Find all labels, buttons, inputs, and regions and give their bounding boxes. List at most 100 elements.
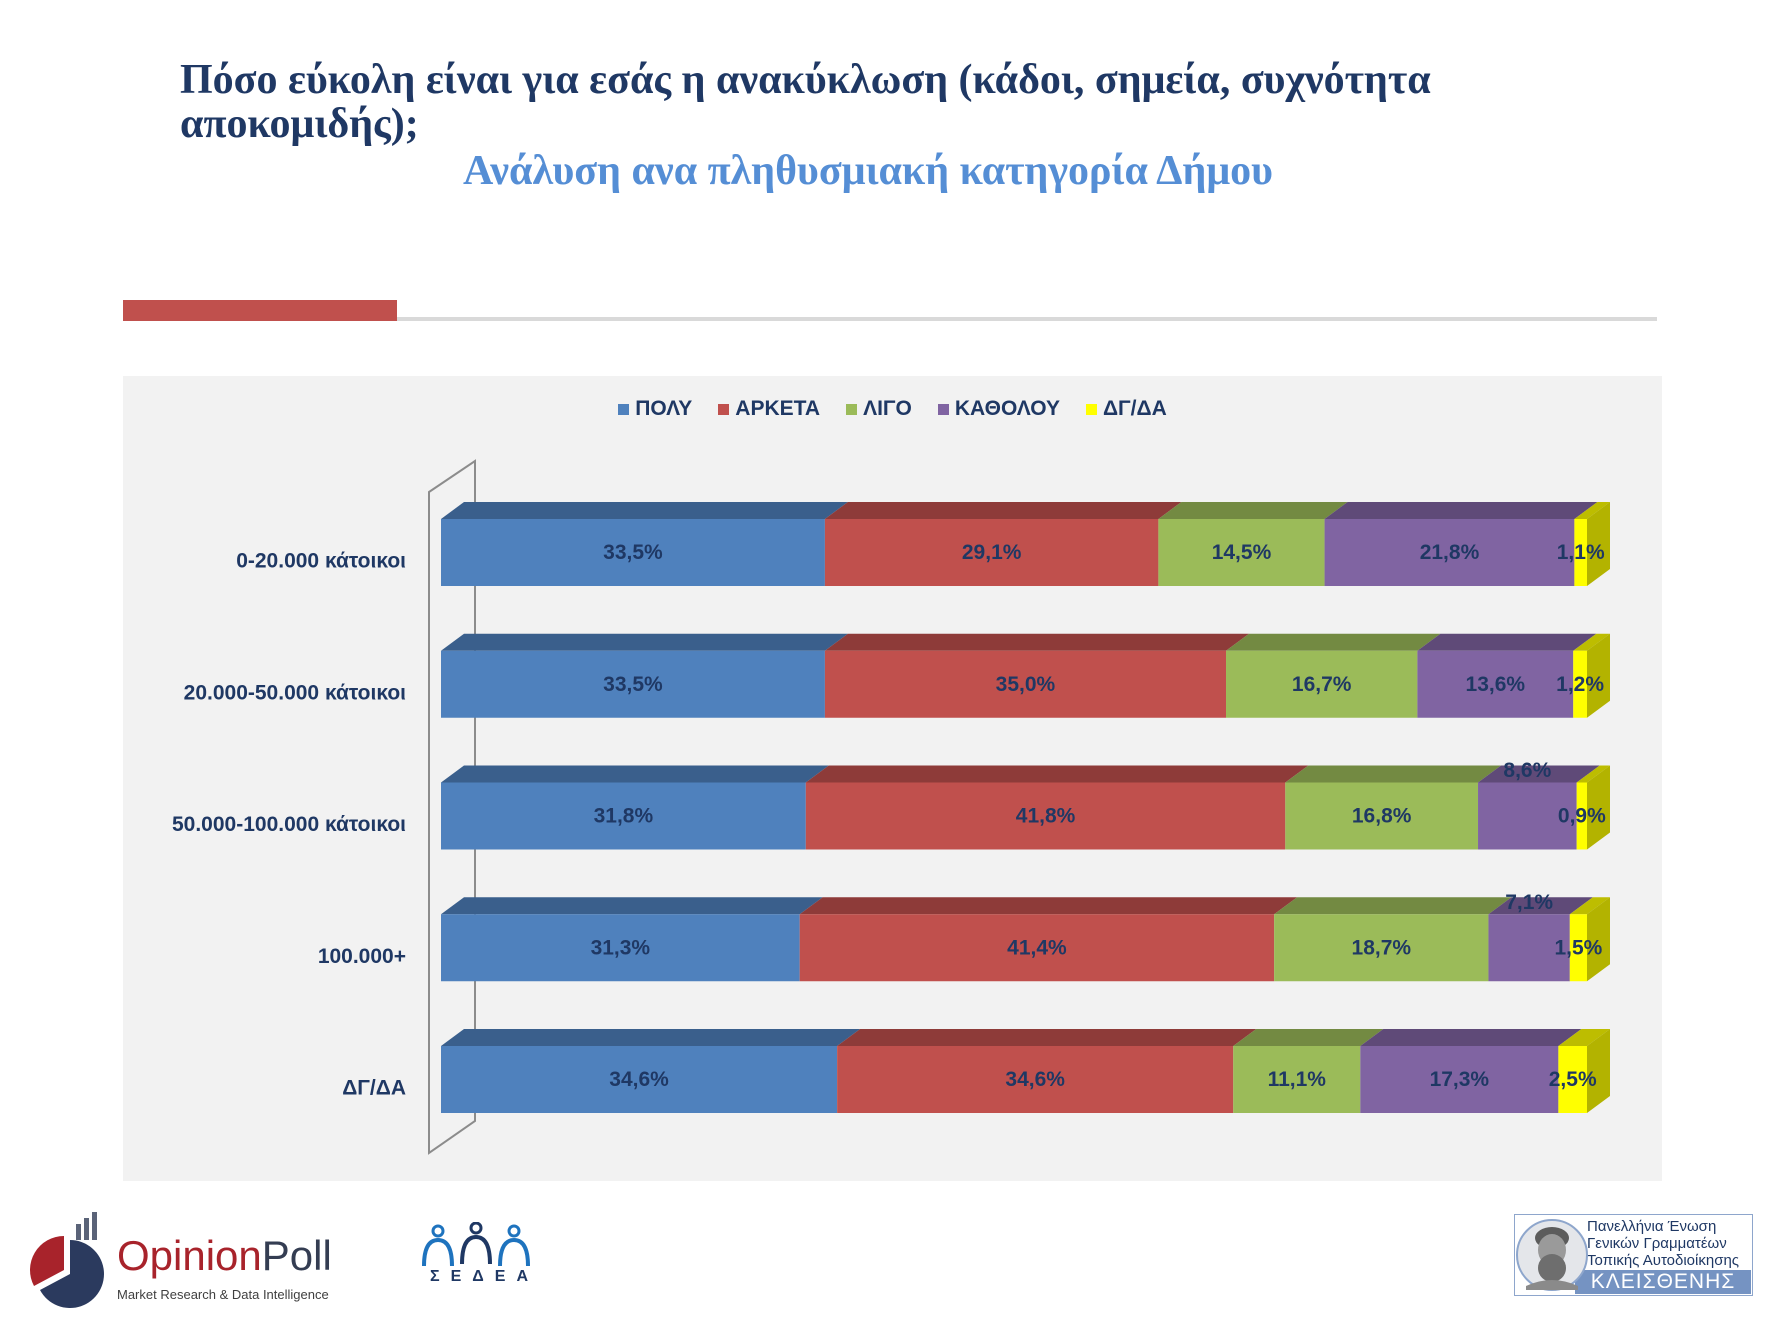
- bar-row: [441, 765, 1610, 850]
- data-label: 33,5%: [603, 541, 663, 564]
- category-label: 20.000-50.000 κάτοικοι: [184, 681, 407, 704]
- bar-segment: [1569, 914, 1587, 982]
- bar-segment: [1158, 519, 1325, 586]
- opinionpoll-wordmark: OpinionPoll: [117, 1232, 332, 1280]
- data-label: 17,3%: [1430, 1068, 1490, 1091]
- data-label: 16,8%: [1352, 805, 1412, 828]
- legend-swatch: [937, 403, 949, 415]
- bar-side: [1587, 502, 1610, 586]
- legend-label: ΔΓ/ΔΑ: [1102, 397, 1167, 420]
- data-label: 7,1%: [1505, 891, 1553, 914]
- data-label: 33,5%: [603, 673, 663, 696]
- data-label: 18,7%: [1352, 936, 1412, 959]
- chart-legend: ΠΟΛΥ ΑΡΚΕΤΑ ΛΙΓΟ ΚΑΘΟΛΟΥ ΔΓ/ΔΑ: [123, 397, 1662, 421]
- bar-segment-top: [441, 765, 829, 783]
- chart-panel: 0-20.000 κάτοικοι 20.000-50.000 κάτοικοι 5…: [123, 376, 1662, 1181]
- bar-segment: [441, 650, 825, 718]
- legend-item-katholou: ΚΑΘΟΛΟΥ: [937, 397, 1060, 421]
- category-label: 0-20.000 κάτοικοι: [236, 550, 406, 573]
- bar-segment: [1274, 914, 1489, 982]
- bar-segment: [1233, 1046, 1361, 1113]
- bar-segment: [1488, 914, 1570, 982]
- bar-segment-top: [441, 633, 848, 651]
- bar-segment-top: [1226, 633, 1441, 651]
- bar-segment-top: [1360, 1029, 1582, 1046]
- legend-item-poly: ΠΟΛΥ: [618, 397, 692, 421]
- data-label: 21,8%: [1420, 541, 1480, 564]
- bar-segment: [799, 914, 1275, 982]
- category-label: ΔΓ/ΔΑ: [342, 1077, 406, 1100]
- bar-segment-top: [441, 897, 823, 915]
- bar-segment: [824, 519, 1159, 586]
- data-label: 1,1%: [1557, 541, 1605, 564]
- bar-segment-top: [805, 765, 1309, 783]
- wordmark-poll: Poll: [261, 1232, 332, 1279]
- people-group-icon: [422, 1222, 530, 1267]
- kleisthenis-line: Γενικών Γραμματέων: [1587, 1235, 1727, 1252]
- legend-swatch: [618, 403, 630, 415]
- bar-segment: [824, 650, 1227, 718]
- bar-side: [1587, 897, 1610, 982]
- bar-segment-top: [1417, 633, 1597, 651]
- data-label: 13,6%: [1466, 673, 1526, 696]
- bar-segment: [441, 914, 800, 982]
- bar-segment-top: [1569, 897, 1610, 915]
- kleisthenis-logo: Πανελλήνια Ένωση Γενικών Γραμματέων Τοπι…: [1514, 1214, 1753, 1296]
- opinionpoll-tagline: Market Research & Data Intelligence: [117, 1287, 329, 1302]
- divider-line: [397, 317, 1657, 321]
- bar-row: [441, 897, 1610, 982]
- wordmark-opinion: Opinion: [117, 1232, 262, 1279]
- data-label: 14,5%: [1212, 541, 1272, 564]
- data-label: 35,0%: [996, 673, 1056, 696]
- bar-segment-top: [824, 502, 1182, 519]
- bust-portrait-icon: [1516, 1219, 1588, 1291]
- legend-swatch: [1085, 403, 1097, 415]
- bar-segment-top: [1574, 502, 1610, 519]
- stacked-bar-chart: 0-20.000 κάτοικοι 20.000-50.000 κάτοικοι 5…: [172, 459, 1610, 1155]
- slide-title: Πόσο εύκολη είναι για εσάς η ανακύκλωση …: [180, 57, 1431, 147]
- bar-row: [441, 633, 1610, 718]
- bar-segment-top: [799, 897, 1298, 915]
- chart-back-wall: [428, 459, 476, 1155]
- bar-segment-top: [441, 502, 848, 519]
- bar-segment-top: [1233, 1029, 1384, 1046]
- bar-segment-top: [1558, 1029, 1610, 1046]
- pie-chart-icon: [29, 1212, 104, 1308]
- accent-bar: [123, 300, 397, 321]
- bar-side: [1587, 633, 1610, 718]
- legend-label: ΠΟΛΥ: [635, 397, 693, 420]
- bar-segment-top: [441, 1029, 861, 1046]
- kleisthenis-line: Πανελλήνια Ένωση: [1587, 1218, 1717, 1235]
- data-label: 31,8%: [594, 805, 654, 828]
- slide-subtitle: Ανάλυση ανα πληθυσμιακή κατηγορία Δήμου: [463, 148, 1273, 194]
- data-label: 41,4%: [1007, 936, 1067, 959]
- bar-segment-top: [824, 633, 1250, 651]
- legend-label: ΛΙΓΟ: [863, 397, 912, 420]
- data-label: 1,5%: [1554, 936, 1602, 959]
- legend-item-dgda: ΔΓ/ΔΑ: [1085, 397, 1167, 421]
- bar-side: [1587, 1029, 1610, 1113]
- bar-segment-top: [1158, 502, 1348, 519]
- bar-segment: [1324, 519, 1575, 586]
- bar-side: [1587, 765, 1610, 850]
- bar-segment-top: [1573, 633, 1610, 651]
- bar-segment: [1417, 650, 1574, 718]
- bar-row: [441, 1029, 1610, 1113]
- bar-segment-top: [1488, 897, 1593, 915]
- legend-swatch: [718, 403, 730, 415]
- bar-segment: [1226, 650, 1418, 718]
- bar-segment: [1576, 782, 1587, 850]
- data-label: 29,1%: [962, 541, 1022, 564]
- bar-segment: [441, 782, 806, 850]
- data-label: 11,1%: [1268, 1068, 1327, 1091]
- data-label: 31,3%: [591, 936, 651, 959]
- sedea-wordmark: ΣΕΔΕΑ: [430, 1268, 539, 1285]
- bar-segment-top: [1478, 765, 1600, 783]
- bar-segment-top: [1324, 502, 1598, 519]
- data-label: 34,6%: [609, 1068, 669, 1091]
- bar-segment: [837, 1046, 1234, 1113]
- legend-item-arketa: ΑΡΚΕΤΑ: [718, 397, 820, 421]
- bar-segment-top: [837, 1029, 1257, 1046]
- bar-segment: [1573, 650, 1587, 718]
- bar-segment-top: [1576, 765, 1610, 783]
